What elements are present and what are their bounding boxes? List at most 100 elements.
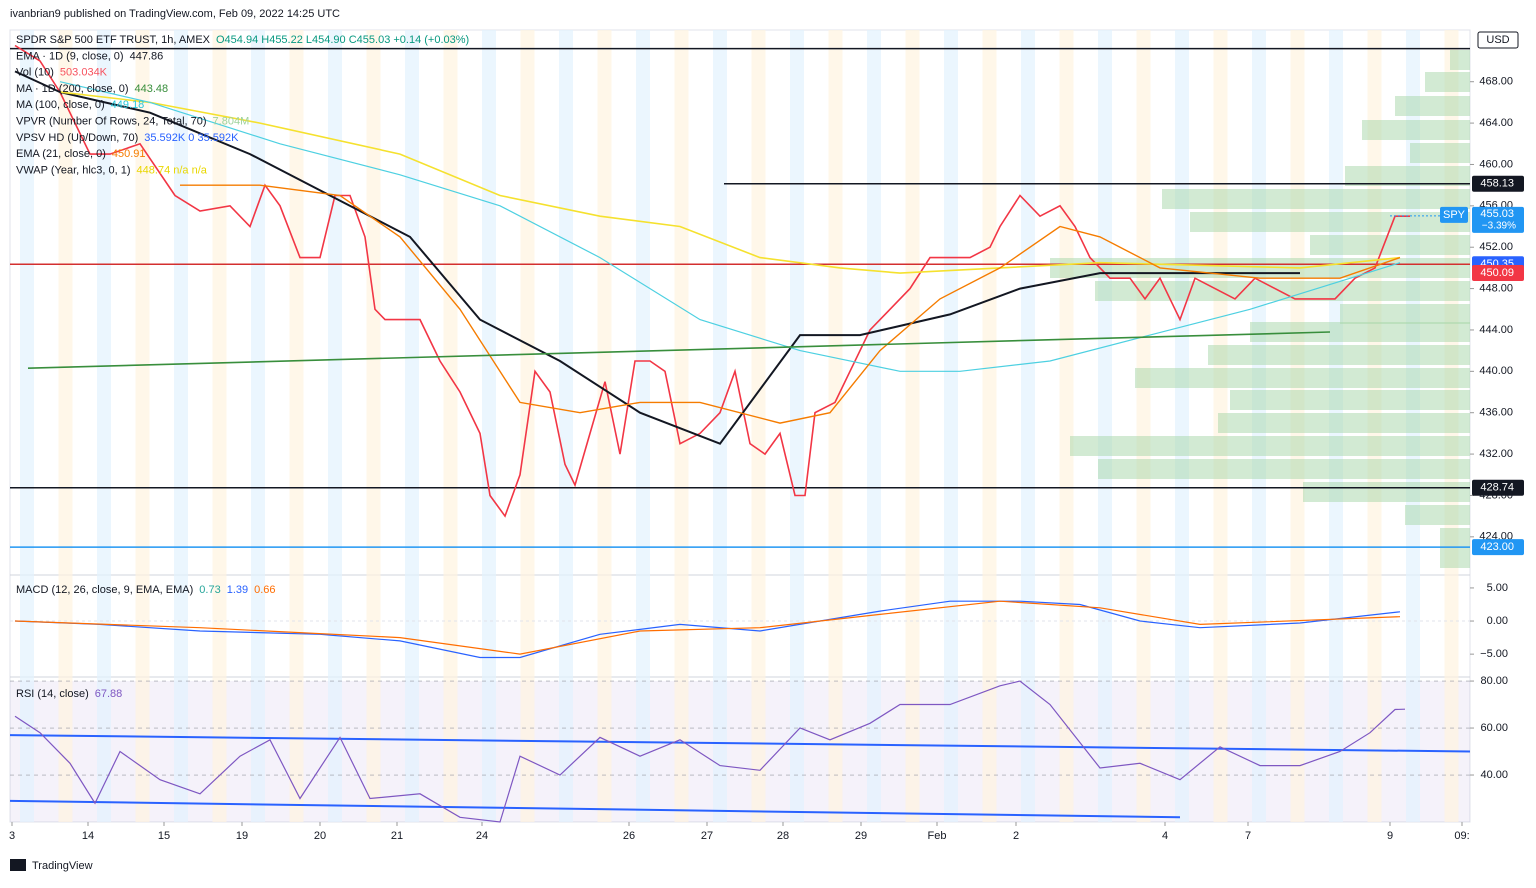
x-tick-label: 27 — [701, 830, 713, 842]
y-tick-label: 440.00 — [1479, 365, 1513, 377]
volume-profile — [1050, 50, 1470, 568]
macd-value: 0.66 — [254, 584, 275, 596]
profile-bar — [1250, 322, 1470, 342]
stripe — [135, 30, 150, 822]
stripe — [790, 30, 804, 822]
legend-label: VPVR (Number Of Rows, 24, Total, 70) — [16, 115, 207, 127]
y-tick-label: 40.00 — [1480, 769, 1508, 781]
y-tick-label: 80.00 — [1480, 675, 1508, 687]
legend-label: Vol (10) — [16, 67, 54, 79]
stripe — [251, 30, 265, 822]
x-tick-label: 21 — [391, 830, 403, 842]
stripe — [289, 30, 304, 822]
stripe — [1175, 30, 1189, 822]
macd-label: MACD (12, 26, close, 9, EMA, EMA) — [16, 584, 193, 596]
symbol-tag-label: SPY — [1443, 209, 1466, 221]
stripe — [559, 30, 573, 822]
legend-value: 7.804M — [213, 115, 250, 127]
macd-value: 0.73 — [199, 584, 220, 596]
legend-entry: MA · 1D (200, close, 0) 443.48 — [16, 83, 168, 95]
symbol-tag — [1440, 206, 1468, 223]
legend-value: O454.94 H455.22 L454.90 C455.03 +0.14 (+… — [216, 34, 469, 46]
profile-bar — [1425, 72, 1470, 92]
x-tick-label: 29 — [855, 830, 867, 842]
y-tick-label: 460.00 — [1479, 158, 1513, 170]
x-tick-label: 09: — [1454, 830, 1469, 842]
macd-line — [14, 600, 1401, 655]
price-tag — [1472, 479, 1524, 496]
macd-line — [14, 600, 1401, 659]
x-tick-label: 20 — [314, 830, 326, 842]
currency-box — [1477, 31, 1519, 49]
profile-bar — [1345, 166, 1470, 186]
rsi-trendline — [9, 799, 1181, 819]
profile-bar — [1395, 96, 1470, 116]
stripe — [1098, 30, 1112, 822]
legend-label: VWAP (Year, hlc3, 0, 1) — [16, 164, 131, 176]
legend-entry: MA (100, close, 0) 449.18 — [16, 99, 144, 111]
stripe — [174, 30, 188, 822]
series-line — [27, 331, 1331, 369]
y-tick-label: 448.00 — [1479, 282, 1513, 294]
profile-bar — [1362, 120, 1470, 140]
y-tick-label: 452.00 — [1479, 241, 1513, 253]
stripe — [443, 30, 458, 822]
profile-bar — [1303, 482, 1470, 502]
profile-bar — [1162, 189, 1470, 209]
x-tick-label: 26 — [623, 830, 635, 842]
stripe — [905, 30, 920, 822]
rsi-label: RSI (14, close) — [16, 688, 89, 700]
price-tag-label: 423.00 — [1480, 541, 1514, 553]
profile-bar — [1230, 390, 1470, 410]
y-tick-label: 5.00 — [1487, 582, 1508, 594]
legend-entry: VPSV HD (Up/Down, 70) 35.592K 0 35.592K — [16, 132, 239, 144]
legend-value: 447.86 — [130, 50, 164, 62]
profile-bar — [1440, 528, 1470, 568]
stripe — [982, 30, 997, 822]
series-line — [59, 81, 1401, 372]
legend-value: 449.18 — [111, 99, 145, 111]
legend-label: SPDR S&P 500 ETF TRUST, 1h, AMEX — [16, 34, 211, 46]
logo — [10, 859, 26, 871]
profile-bar — [1098, 459, 1470, 479]
legend-label: MA · 1D (200, close, 0) — [16, 83, 129, 95]
rsi-band — [10, 681, 1470, 822]
price-tag — [1472, 175, 1524, 192]
stripe — [751, 30, 766, 822]
x-tick-label: 24 — [476, 830, 488, 842]
stripe — [713, 30, 727, 822]
price-tag-label: 455.03 — [1480, 208, 1514, 220]
stripe — [597, 30, 612, 822]
legend-label: EMA (21, close, 0) — [16, 148, 106, 160]
x-tick-label: 3 — [9, 830, 15, 842]
header: ivanbrian9 published on TradingView.com,… — [10, 8, 340, 20]
macd-value: 1.39 — [227, 584, 248, 596]
y-tick-label: −5.00 — [1480, 648, 1508, 660]
x-tick-label: 14 — [82, 830, 94, 842]
y-tick-label: 436.00 — [1479, 407, 1513, 419]
profile-bar — [1310, 235, 1470, 255]
legend-entry: EMA (21, close, 0) 450.91 — [16, 148, 146, 160]
legend-entry: Vol (10) 503.034K — [16, 67, 108, 79]
stripe — [1059, 30, 1074, 822]
series-line — [14, 70, 1300, 445]
legend-entry: VWAP (Year, hlc3, 0, 1) 448.74 n/a n/a — [16, 164, 208, 176]
stripe — [1136, 30, 1151, 822]
legend-value: 503.034K — [60, 67, 108, 79]
y-tick-label: 432.00 — [1479, 448, 1513, 460]
profile-bar — [1135, 368, 1470, 388]
legend-label: MA (100, close, 0) — [16, 99, 105, 111]
legend-value: 443.48 — [135, 83, 169, 95]
x-tick-label: 7 — [1245, 830, 1251, 842]
profile-bar — [1208, 345, 1470, 365]
legend-label: EMA · 1D (9, close, 0) — [16, 50, 124, 62]
price-tag-label: 428.74 — [1480, 482, 1514, 494]
stripe — [20, 30, 34, 822]
legend-value: 448.74 n/a n/a — [137, 164, 208, 176]
stripe — [328, 30, 342, 822]
stripe — [636, 30, 650, 822]
stripe — [1021, 30, 1035, 822]
stripe — [366, 30, 381, 822]
price-change: −3.39% — [1482, 221, 1516, 232]
profile-bar — [1405, 505, 1470, 525]
